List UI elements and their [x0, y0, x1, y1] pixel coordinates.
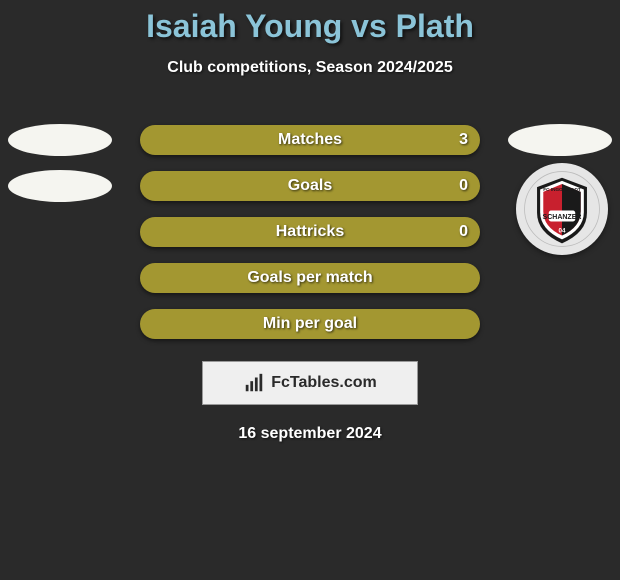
svg-text:FC INGOLSTADT: FC INGOLSTADT: [543, 187, 581, 192]
left-club-placeholder: [8, 124, 112, 156]
comparison-card: Isaiah Young vs Plath Club competitions,…: [0, 0, 620, 443]
stat-row: Goals 0 SCHANZER FC INGOLSTADT 04: [0, 163, 620, 209]
stat-row: Goals per match: [0, 255, 620, 301]
brand-attribution[interactable]: FcTables.com: [202, 361, 418, 405]
stat-label: Matches: [278, 131, 342, 149]
page-title: Isaiah Young vs Plath: [0, 8, 620, 45]
stat-right-value: 0: [459, 223, 468, 241]
stat-label: Goals per match: [247, 269, 372, 287]
stats-rows: Matches 3 Goals 0 SCHANZER: [0, 117, 620, 347]
stat-bar: Min per goal: [140, 309, 480, 339]
right-club-placeholder: [508, 124, 612, 156]
stat-bar: Matches 3: [140, 125, 480, 155]
stat-bar: Goals 0: [140, 171, 480, 201]
stat-bar: Hattricks 0: [140, 217, 480, 247]
stat-row: Min per goal: [0, 301, 620, 347]
brand-label: FcTables.com: [271, 374, 377, 392]
stat-right-value: 3: [459, 131, 468, 149]
stat-label: Min per goal: [263, 315, 357, 333]
stat-label: Hattricks: [276, 223, 344, 241]
date-label: 16 september 2024: [0, 425, 620, 443]
stat-right-value: 0: [459, 177, 468, 195]
chart-icon: [243, 372, 265, 394]
stat-row: Matches 3: [0, 117, 620, 163]
stat-bar: Goals per match: [140, 263, 480, 293]
subtitle: Club competitions, Season 2024/2025: [0, 59, 620, 77]
stat-row: Hattricks 0: [0, 209, 620, 255]
stat-label: Goals: [288, 177, 332, 195]
left-club-placeholder: [8, 170, 112, 202]
